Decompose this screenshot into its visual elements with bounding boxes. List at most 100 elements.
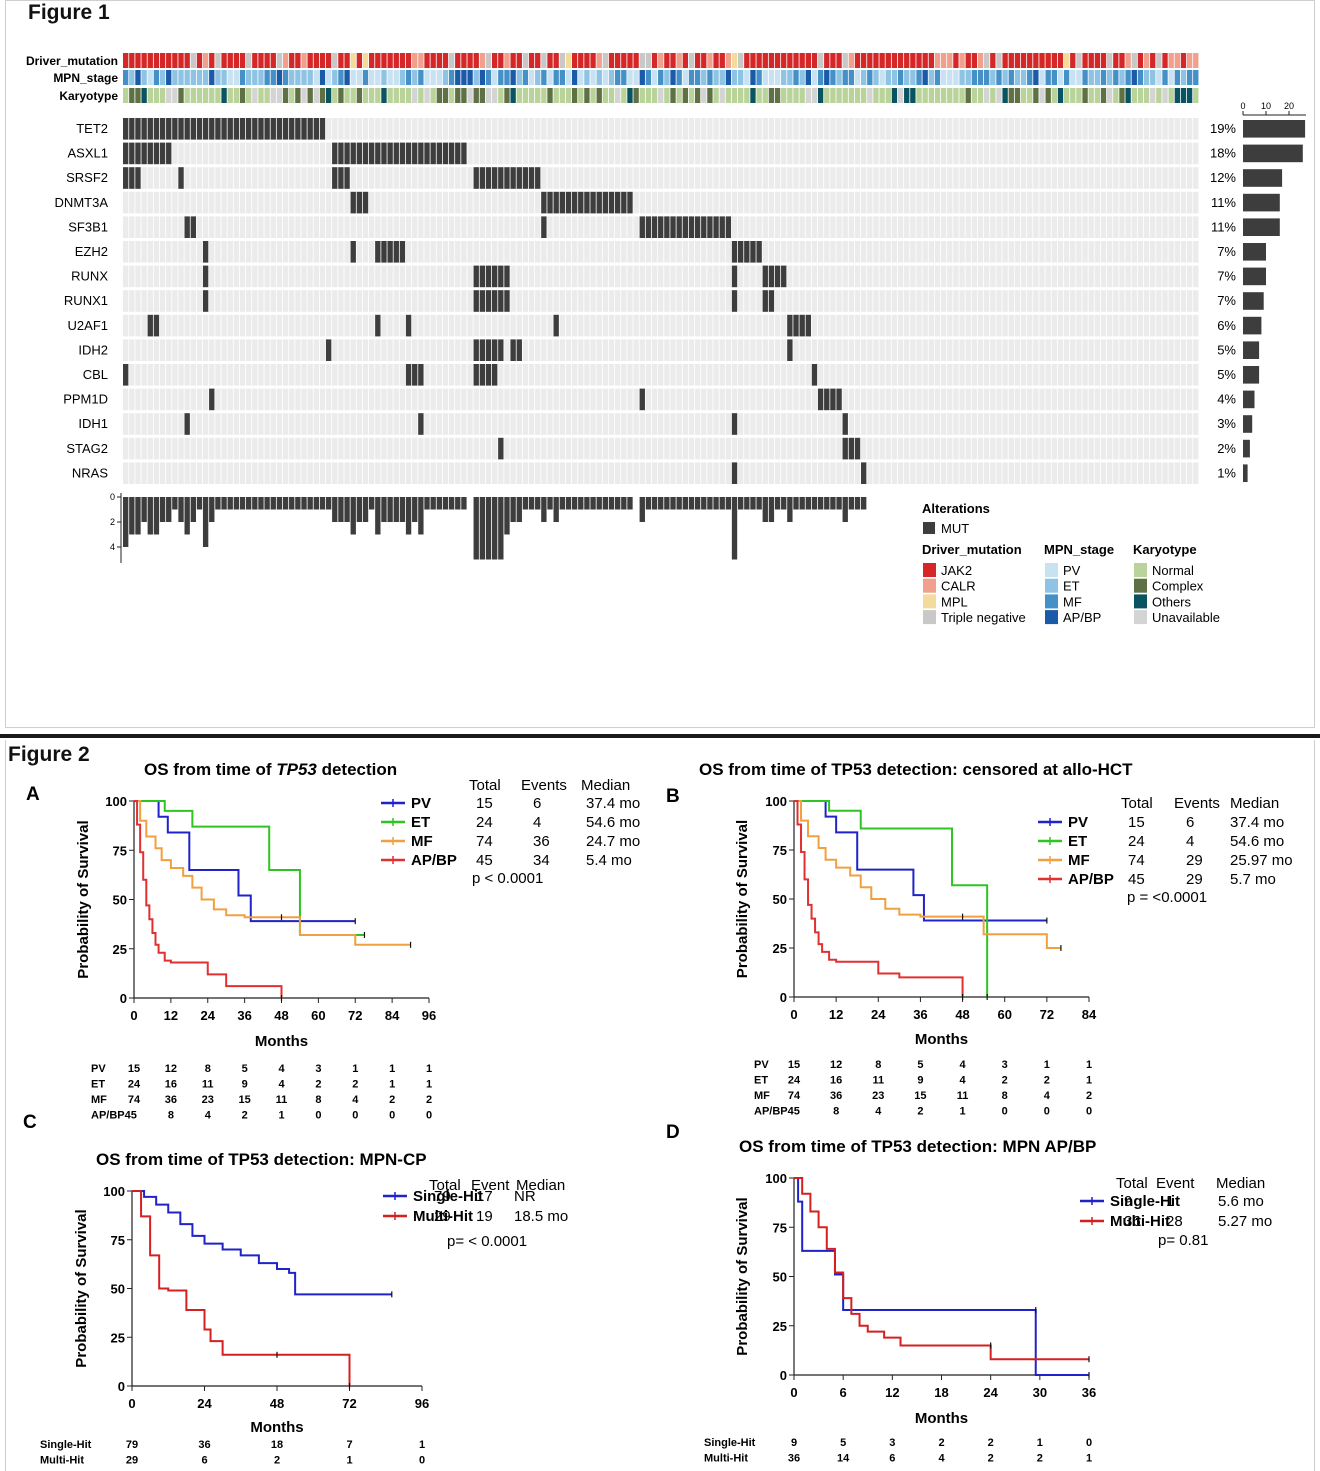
gene-cell — [1057, 241, 1064, 263]
gene-cell — [1008, 265, 1014, 288]
gene-cell — [990, 191, 996, 214]
gene-cell — [467, 290, 473, 312]
gene-cell — [252, 462, 258, 484]
gene-cell — [301, 437, 307, 460]
stage-cell — [1070, 70, 1076, 85]
gene-cell — [492, 437, 498, 460]
gene-cell — [1094, 388, 1101, 411]
gene-cell — [332, 388, 338, 411]
gene-cell — [1150, 314, 1156, 337]
gene-cell — [178, 191, 184, 214]
km-curve-mf — [134, 800, 411, 946]
karyotype-cell — [535, 88, 541, 103]
gene-cell — [959, 290, 965, 312]
risk-value: 74 — [788, 1090, 801, 1102]
stage-cell — [239, 70, 246, 85]
gene-cell — [824, 241, 830, 263]
gene-cell — [442, 241, 449, 263]
gene-cell — [344, 191, 350, 214]
gene-cell — [842, 142, 848, 165]
gene-cell — [1088, 265, 1094, 288]
gene-cell — [842, 118, 848, 140]
table-header: Total — [469, 777, 501, 794]
panel-letter: D — [666, 1122, 680, 1143]
gene-cell — [971, 314, 978, 337]
gene-cell — [571, 241, 578, 263]
gene-cell — [713, 167, 719, 189]
stage-cell — [221, 70, 227, 85]
gene-cell — [233, 241, 240, 263]
gene-cell — [123, 339, 129, 361]
mut-cell — [719, 216, 725, 238]
mut-cell — [123, 364, 129, 386]
mut-cell — [381, 241, 387, 263]
gene-cell — [848, 142, 855, 165]
gene-cell — [1186, 290, 1193, 312]
karyotype-cell — [498, 88, 504, 103]
gene-cell — [153, 437, 160, 460]
gene-cell — [713, 241, 719, 263]
table-events: 6 — [533, 795, 541, 812]
gene-cell — [252, 364, 258, 386]
column-count-bar — [621, 497, 627, 510]
gene-cell — [781, 388, 787, 411]
x-axis-label: Months — [915, 1410, 968, 1427]
stage-cell — [805, 70, 811, 85]
gene-cell — [1131, 142, 1137, 165]
stage-cell — [448, 70, 455, 85]
driver-cell — [639, 53, 645, 68]
km-curve-mf — [794, 800, 1061, 949]
column-count-bar — [676, 497, 682, 510]
gene-cell — [547, 241, 553, 263]
gene-cell — [528, 142, 535, 165]
gene-cell — [393, 118, 399, 140]
gene-cell — [1150, 265, 1156, 288]
gene-cell — [940, 437, 947, 460]
gene-cell — [824, 364, 830, 386]
gene-cell — [836, 167, 842, 189]
gene-cell — [922, 191, 928, 214]
table-total: 24 — [1128, 833, 1145, 850]
gene-cell — [399, 388, 406, 411]
gene-cell — [977, 290, 984, 312]
gene-cell — [590, 142, 596, 165]
gene-cell — [658, 413, 664, 435]
gene-cell — [221, 339, 227, 361]
column-count-bar — [492, 497, 498, 560]
gene-cell — [621, 413, 627, 435]
gene-cell — [934, 142, 941, 165]
gene-cell — [565, 167, 572, 189]
karyotype-cell — [836, 88, 842, 103]
stage-cell — [774, 70, 781, 85]
driver-cell — [627, 53, 633, 68]
gene-cell — [707, 388, 713, 411]
gene-cell — [756, 265, 762, 288]
gene-cell — [750, 191, 756, 214]
x-tick-label: 48 — [274, 1008, 288, 1023]
mut-cell — [221, 118, 227, 140]
stage-cell — [621, 70, 627, 85]
gene-cell — [971, 118, 978, 140]
gene-cell — [448, 216, 455, 238]
risk-value: 1 — [278, 1110, 284, 1122]
driver-cell — [553, 53, 559, 68]
gene-cell — [535, 191, 541, 214]
gene-cell — [141, 191, 147, 214]
gene-cell — [344, 290, 350, 312]
gene-cell — [602, 339, 609, 361]
gene-cell — [289, 191, 295, 214]
gene-cell — [246, 413, 252, 435]
gene-cell — [159, 388, 166, 411]
gene-cell — [916, 216, 922, 238]
karyotype-cell — [1002, 88, 1008, 103]
mut-cell — [516, 167, 522, 189]
gene-cell — [350, 118, 356, 140]
gene-cell — [1100, 437, 1107, 460]
gene-cell — [701, 290, 707, 312]
gene-cell — [166, 290, 172, 312]
gene-cell — [332, 191, 338, 214]
gene-cell — [651, 118, 658, 140]
gene-cell — [688, 118, 695, 140]
driver-cell — [215, 53, 221, 68]
gene-cell — [209, 437, 215, 460]
